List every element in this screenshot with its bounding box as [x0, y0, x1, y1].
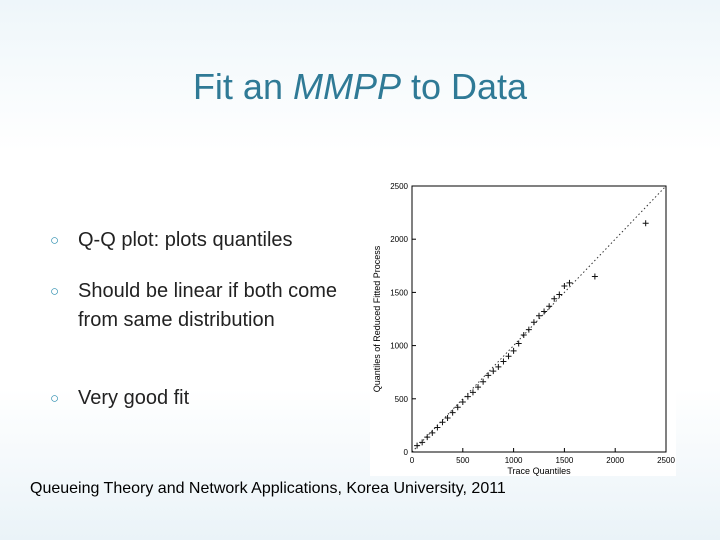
data-point — [434, 424, 441, 431]
data-point — [556, 291, 563, 298]
bullet-marker-icon: ○​ — [50, 232, 60, 249]
data-point — [495, 363, 502, 370]
bullet-marker-icon: ○​ — [50, 390, 60, 407]
y-tick-label: 2500 — [390, 182, 408, 191]
data-point — [642, 220, 649, 227]
data-point — [459, 398, 466, 405]
qq-plot-chart: 0 500 1000 1500 2000 2500 0 500 1000 1500 2000 2500… — [372, 182, 675, 476]
data-point — [591, 273, 598, 280]
data-point — [541, 308, 548, 315]
x-tick-label: 500 — [456, 456, 470, 465]
x-tick-label: 2500 — [657, 456, 675, 465]
data-point — [530, 319, 537, 326]
data-point — [454, 404, 461, 411]
x-tick-label: 1500 — [556, 456, 574, 465]
data-point — [536, 312, 542, 319]
bullet-text: Very good fit — [78, 387, 190, 409]
data-point — [414, 442, 421, 449]
reference-line — [411, 185, 667, 453]
y-tick-label: 2000 — [390, 235, 408, 244]
data-point — [551, 295, 558, 302]
data-point — [475, 384, 482, 391]
y-axis-label: Quantiles of Reduced Fitted Process — [372, 245, 382, 392]
data-point — [469, 389, 476, 396]
slide-title: Fit an MMPP to Data — [0, 66, 720, 108]
title-text-post: to Data — [400, 66, 528, 107]
data-point — [464, 393, 471, 400]
bullet-item-qq-plot: ○​ Q-Q plot: plots quantiles — [50, 226, 293, 255]
data-point — [419, 439, 426, 446]
data-point — [429, 429, 436, 436]
y-tick-label: 0 — [404, 448, 409, 457]
data-point — [561, 283, 568, 290]
y-tick-label: 1500 — [390, 288, 408, 297]
bullet-item-good-fit: ○​ Very good fit — [50, 384, 189, 413]
data-point — [520, 331, 527, 338]
data-point — [439, 419, 446, 426]
x-tick-label: 2000 — [606, 456, 624, 465]
qq-plot-figure: 0 500 1000 1500 2000 2500 0 500 1000 1500 2000 2500… — [370, 178, 676, 476]
title-text-mmpp: MMPP — [292, 66, 401, 107]
x-tick-label: 0 — [410, 456, 415, 465]
y-tick-label: 1000 — [390, 342, 408, 351]
data-point — [566, 279, 573, 286]
y-tick-label: 500 — [395, 395, 409, 404]
data-point — [515, 340, 522, 347]
slide-caption: Queueing Theory and Network Applications… — [30, 480, 506, 497]
data-point — [500, 358, 507, 365]
x-tick-label: 1000 — [505, 456, 523, 465]
data-point — [424, 434, 431, 441]
title-text-pre: Fit an — [192, 66, 293, 107]
data-point — [505, 353, 512, 360]
bullet-marker-icon: ○​ — [50, 283, 60, 300]
data-point — [510, 347, 517, 354]
bullet-text: Q-Q plot: plots quantiles — [78, 229, 293, 251]
bullet-item-linear: ○​ Should be linear if both come from sa… — [50, 277, 360, 335]
bullet-text: Should be linear if both come from same … — [78, 280, 338, 331]
plot-frame — [411, 185, 667, 453]
data-point — [525, 326, 532, 333]
data-point — [480, 378, 487, 385]
data-point — [449, 409, 456, 416]
data-point — [485, 372, 492, 379]
data-point — [444, 414, 451, 421]
data-point — [546, 303, 553, 310]
data-point — [490, 368, 497, 375]
x-axis-label: Trace Quantiles — [507, 466, 571, 476]
